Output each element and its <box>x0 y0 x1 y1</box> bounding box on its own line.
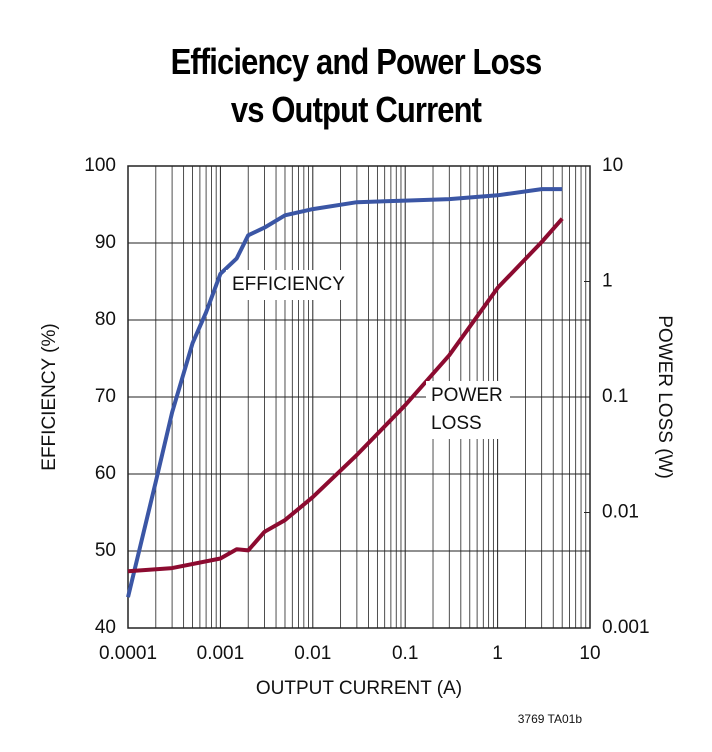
chart-title: Efficiency and Power Loss vs Output Curr… <box>170 41 543 130</box>
x-tick-label: 0.01 <box>294 643 331 664</box>
y-tick-label: 50 <box>95 540 116 561</box>
x-tick-label: 10 <box>579 643 600 664</box>
x-tick-label: 0.1 <box>392 643 418 664</box>
y2-tick-label: 0.001 <box>602 617 650 638</box>
x-axis-label: OUTPUT CURRENT (A) <box>256 678 462 699</box>
y-tick-label: 80 <box>95 309 116 330</box>
y2-axis-label: POWER LOSS (W) <box>654 315 675 479</box>
y2-tick-label: 0.01 <box>602 502 639 523</box>
y-tick-label: 100 <box>84 155 116 176</box>
annotation: LOSS <box>431 413 482 434</box>
y-axis-label: EFFICIENCY (%) <box>39 323 60 470</box>
label-background <box>226 270 350 300</box>
annotation: POWER <box>431 385 503 406</box>
y2-tick-label: 0.1 <box>602 386 628 407</box>
data-line <box>127 217 564 574</box>
data-line <box>126 187 563 598</box>
y-tick-label: 90 <box>95 232 116 253</box>
x-tick-label: 0.0001 <box>99 643 157 664</box>
y2-tick-label: 1 <box>602 271 613 292</box>
x-tick-label: 1 <box>492 643 503 664</box>
y-tick-label: 70 <box>95 386 116 407</box>
footnote: 3769 TA01b <box>518 712 583 726</box>
plot-frame <box>127 165 591 629</box>
y-tick-label: 40 <box>95 617 116 638</box>
label-background <box>426 381 510 439</box>
y2-tick-label: 10 <box>602 155 623 176</box>
y-tick-label: 60 <box>95 463 116 484</box>
x-tick-label: 0.001 <box>197 643 245 664</box>
series-label: EFFICIENCY <box>232 274 345 295</box>
